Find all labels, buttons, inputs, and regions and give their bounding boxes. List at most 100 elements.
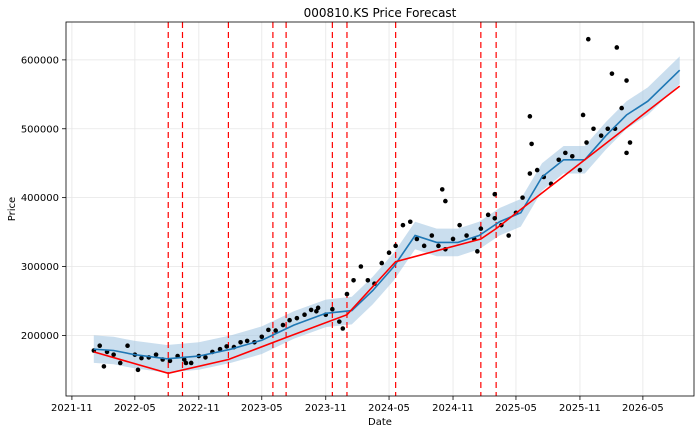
x-tick-label: 2025-11: [559, 403, 601, 414]
x-tick-label: 2023-05: [241, 403, 283, 414]
actual-point: [619, 105, 624, 111]
outlier-point: [439, 187, 445, 192]
actual-point: [188, 360, 194, 366]
actual-point: [302, 312, 307, 318]
actual-point: [167, 358, 173, 364]
actual-point: [97, 343, 103, 349]
actual-point: [217, 346, 223, 352]
actual-point: [605, 126, 611, 132]
actual-point: [259, 334, 265, 340]
y-tick-label: 400000: [21, 193, 59, 204]
actual-point: [308, 307, 314, 313]
outlier-point: [624, 150, 629, 156]
outlier-point: [101, 364, 107, 369]
actual-point: [125, 343, 130, 349]
outlier-point: [529, 141, 534, 147]
actual-point: [351, 277, 356, 283]
actual-point: [520, 195, 525, 200]
x-tick-label: 2022-11: [178, 403, 220, 414]
actual-point: [436, 243, 441, 249]
actual-point: [379, 260, 385, 266]
actual-point: [478, 226, 484, 231]
outlier-point: [135, 367, 141, 373]
actual-point: [139, 355, 144, 361]
actual-point: [117, 360, 123, 366]
actual-point: [337, 319, 342, 324]
actual-point: [421, 243, 427, 249]
actual-point: [485, 212, 491, 218]
actual-point: [273, 328, 278, 333]
actual-point: [224, 344, 229, 349]
axes: 2021-11 2022-05 2022-11 2023-05 2023-11 2024-…: [21, 21, 695, 414]
actual-point: [414, 236, 420, 242]
outlier-point: [443, 198, 448, 204]
actual-point: [344, 291, 350, 297]
outlier-point: [340, 326, 346, 331]
trend-line-group: [93, 85, 681, 375]
actual-point: [358, 264, 364, 269]
y-tick-label: 500000: [21, 124, 59, 135]
actual-point: [464, 233, 469, 238]
outlier-point: [475, 249, 480, 254]
actual-point: [238, 339, 243, 345]
actual-point: [153, 352, 159, 357]
actual-point: [534, 167, 540, 173]
x-tick-label: 2024-05: [368, 403, 410, 414]
changepoints-group: [167, 22, 497, 396]
actual-point: [556, 157, 562, 163]
trend-line: [93, 85, 681, 375]
actual-point: [457, 222, 462, 228]
actual-point: [569, 154, 575, 159]
plot-frame: [65, 21, 695, 397]
actual-point: [584, 140, 589, 145]
actual-point: [429, 233, 435, 238]
outlier-point: [492, 191, 498, 197]
actual-point: [577, 167, 583, 173]
x-tick-label: 2021-11: [51, 403, 93, 414]
x-tick-label: 2024-11: [432, 403, 474, 414]
actual-point: [203, 355, 208, 360]
actual-point: [386, 250, 392, 256]
actual-point: [627, 140, 633, 145]
actual-point: [393, 243, 398, 249]
outlier-point: [314, 308, 319, 314]
x-tick-label: 2022-05: [114, 403, 156, 414]
outlier-point: [609, 71, 615, 76]
actual-point: [315, 305, 321, 311]
outlier-point: [614, 45, 620, 50]
actual-point: [407, 219, 413, 225]
outlier-point: [527, 114, 533, 119]
y-tick-label: 200000: [21, 331, 59, 342]
actual-point: [330, 306, 335, 312]
y-tick-label: 300000: [21, 262, 59, 273]
actual-point: [287, 317, 292, 323]
actual-point: [266, 327, 271, 333]
actual-point: [111, 352, 116, 357]
actual-point: [506, 233, 511, 238]
actual-point: [181, 357, 187, 362]
actual-point: [591, 126, 596, 132]
outlier-point: [183, 360, 189, 366]
actual-point: [244, 338, 250, 344]
actual-point: [527, 171, 533, 176]
outlier-point: [580, 112, 586, 118]
grid: [66, 22, 694, 396]
actual-point: [492, 215, 498, 221]
outlier-point: [585, 36, 591, 42]
chart-title: 000810.KS Price Forecast: [304, 6, 457, 20]
actual-point: [624, 78, 629, 83]
y-tick-label: 600000: [21, 55, 59, 66]
actual-point: [294, 315, 300, 321]
actual-point: [365, 277, 371, 283]
y-axis-label: Price: [7, 197, 18, 221]
actual-point: [400, 222, 406, 228]
x-tick-label: 2023-11: [305, 403, 347, 414]
actual-point: [598, 133, 604, 138]
x-axis-label: Date: [368, 417, 392, 428]
actual-point: [563, 150, 568, 156]
x-tick-label: 2026-05: [622, 403, 664, 414]
x-tick-label: 2025-05: [495, 403, 537, 414]
actual-point: [280, 322, 286, 328]
actual-point: [450, 236, 456, 242]
